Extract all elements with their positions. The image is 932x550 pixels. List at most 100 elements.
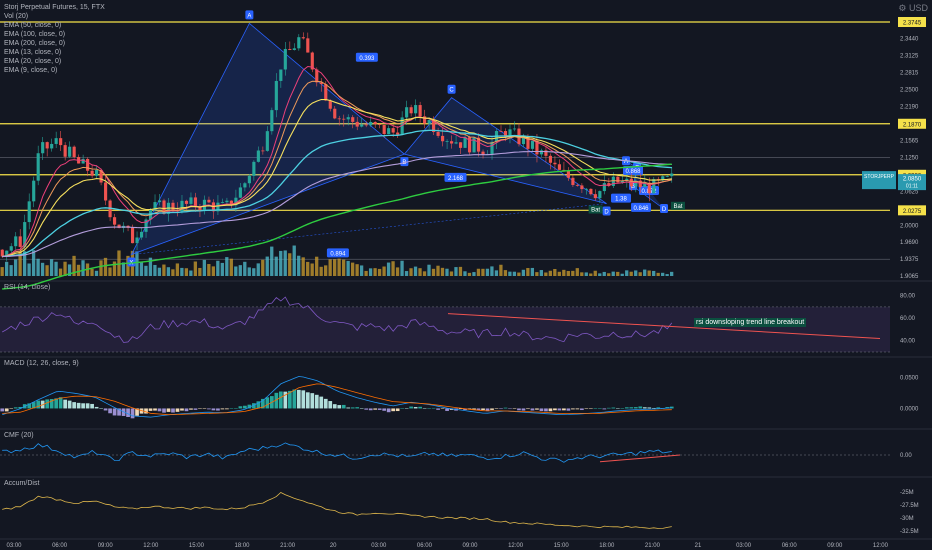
- pattern-name-badge: [588, 205, 603, 214]
- volume-bar: [292, 245, 296, 276]
- small-pattern-ratio-label: 1.38: [615, 197, 627, 203]
- candle-body: [104, 182, 108, 201]
- pattern-point-a: A: [245, 10, 254, 20]
- candle-body: [503, 131, 508, 137]
- volume-bar: [216, 260, 220, 276]
- cmf-title[interactable]: CMF (20): [4, 432, 34, 439]
- price-tick-label: 1.9375: [900, 257, 919, 263]
- macd-histogram-bar: [539, 408, 544, 412]
- volume-bar: [261, 259, 265, 276]
- volume-bar: [638, 272, 642, 276]
- pattern-ratio-label: 2.168: [448, 176, 464, 182]
- indicator-ema200[interactable]: EMA (200, close, 0): [4, 40, 66, 47]
- macd-histogram-bar: [584, 408, 589, 409]
- volume-bar: [557, 271, 561, 276]
- macd-histogram-bar: [499, 408, 503, 410]
- rsi-trend-line: [447, 313, 881, 339]
- macd-histogram-bar: [274, 392, 279, 409]
- candle-body: [616, 176, 620, 183]
- volume-bar: [382, 266, 386, 276]
- indicator-ema20[interactable]: EMA (20, close, 0): [4, 58, 62, 65]
- macd-histogram-bar: [305, 392, 310, 409]
- macd-histogram-bar: [651, 407, 656, 409]
- volume-bar: [449, 271, 454, 276]
- candle-body: [625, 178, 629, 181]
- pattern-ratio: 2.168: [444, 172, 467, 182]
- macd-histogram-bar: [589, 408, 593, 409]
- candle-body: [59, 138, 63, 146]
- macd-histogram-bar: [566, 408, 571, 411]
- macd-histogram-bar: [418, 406, 422, 409]
- macd-histogram-bar: [247, 404, 252, 409]
- candle-body: [580, 185, 584, 190]
- volume-bar: [9, 265, 13, 276]
- pattern-point-c: C: [447, 84, 456, 94]
- candle-body: [396, 132, 400, 135]
- volume-bar: [36, 258, 40, 276]
- time-tick-label: 09:00: [98, 543, 114, 549]
- macd-histogram-bar: [557, 408, 562, 411]
- candle-body: [153, 202, 157, 210]
- pattern-ratio-badge: [355, 52, 378, 62]
- candle-body: [9, 246, 13, 251]
- ad-title[interactable]: Accum/Dist: [4, 480, 40, 487]
- candle-body: [360, 124, 364, 127]
- macd-histogram-bar: [526, 408, 530, 410]
- candle-body: [68, 146, 72, 157]
- indicator-ema50[interactable]: EMA (50, close, 0): [4, 22, 62, 29]
- macd-histogram-bar: [615, 408, 620, 409]
- candle-body: [638, 180, 642, 188]
- indicator-vol[interactable]: Vol (20): [4, 13, 29, 20]
- price-label: 2.0850: [903, 177, 922, 183]
- macd-histogram-bar: [624, 407, 629, 409]
- volume-bar: [279, 250, 283, 276]
- macd-histogram-bar: [310, 393, 315, 409]
- price-tick-label: 2.0000: [900, 223, 919, 229]
- ema-200-line: [2, 163, 672, 290]
- time-tick-label: 06:00: [782, 543, 798, 549]
- macd-histogram-bar: [283, 391, 288, 409]
- pattern-name: Bat: [588, 205, 603, 214]
- pattern-point-d: D: [602, 206, 611, 216]
- candle-body: [193, 197, 198, 208]
- time-tick-label: 20: [330, 543, 337, 549]
- macd-histogram-bar: [238, 406, 243, 409]
- indicator-ema100[interactable]: EMA (100, close, 0): [4, 31, 66, 38]
- rsi-title[interactable]: RSI (14, close): [4, 284, 51, 291]
- candle-body: [234, 197, 238, 206]
- volume-bar: [94, 270, 99, 276]
- macd-histogram-bar: [166, 408, 171, 412]
- indicator-ema13[interactable]: EMA (13, close, 0): [4, 49, 62, 56]
- macd-histogram-bar: [58, 397, 63, 409]
- candle-body: [530, 140, 535, 149]
- candle-body: [184, 200, 189, 204]
- macd-histogram-bar: [90, 403, 94, 409]
- macd-histogram-bar: [395, 408, 400, 412]
- volume-bar: [193, 261, 198, 276]
- macd-histogram-bar: [9, 408, 14, 409]
- settings-gear-icon[interactable]: ⚙: [898, 3, 907, 13]
- candle-body: [135, 237, 139, 244]
- ema-lines: [2, 65, 672, 290]
- price-tick-label: 2.0625: [900, 189, 919, 195]
- indicator-ema9[interactable]: EMA (9, close, 0): [4, 67, 58, 74]
- macd-histogram-bar: [94, 406, 99, 409]
- pattern-ratio-badge: [444, 172, 467, 182]
- candle-body: [472, 137, 476, 153]
- volume-bar: [58, 268, 63, 276]
- volume-bar: [265, 256, 269, 276]
- macd-histogram-bar: [553, 408, 557, 411]
- macd-title[interactable]: MACD (12, 26, close, 9): [4, 360, 79, 367]
- macd-histogram-bar: [481, 408, 485, 411]
- candle-body: [18, 236, 22, 247]
- currency-label[interactable]: ⚙ USD: [898, 3, 928, 14]
- macd-histogram-bar: [373, 408, 378, 410]
- volume-bar: [72, 255, 76, 276]
- volume-bar: [211, 266, 215, 276]
- volume-bar: [616, 271, 620, 276]
- volume-bar: [0, 267, 4, 276]
- candle-body: [512, 128, 517, 130]
- candle-body: [81, 158, 85, 164]
- volume-bar: [166, 267, 171, 276]
- macd-histogram-bar: [535, 408, 539, 410]
